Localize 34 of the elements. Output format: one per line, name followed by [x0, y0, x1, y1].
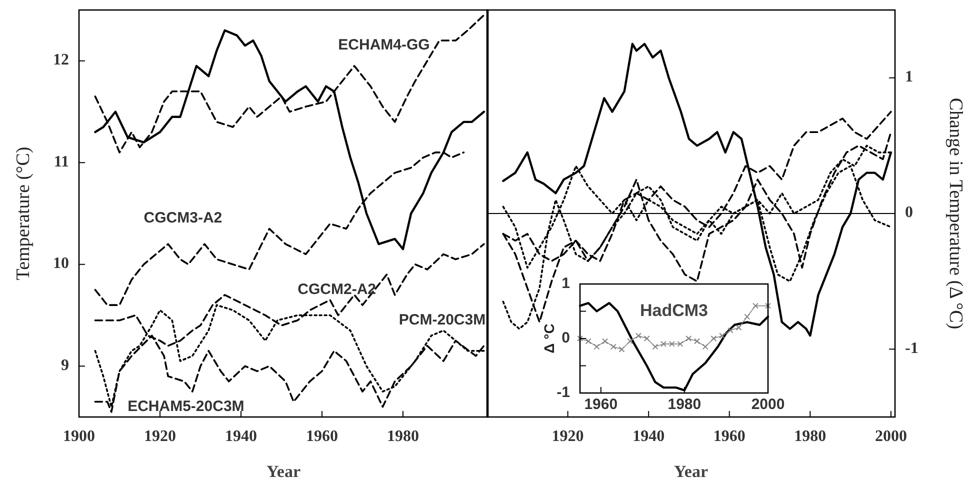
x-tick-label: 1960: [306, 428, 338, 445]
x-tick-label: 1960: [713, 428, 746, 445]
y2-tick-label: -1: [905, 340, 918, 357]
y-tick-label: 9: [61, 356, 69, 374]
series-label: ECHAM5-20C3M: [128, 398, 244, 415]
x-tick-label: 1900: [63, 428, 95, 445]
text: HadCM3: [640, 301, 708, 320]
y-axis-title: Temperature (°C): [13, 146, 34, 280]
x-tick-label: 2000: [874, 428, 907, 445]
series-label: ECHAM4-GG: [338, 36, 430, 54]
x-tick-label: 1980: [386, 428, 419, 445]
y-tick-label: 1: [562, 274, 570, 292]
y-axis-title: Δ °C: [541, 324, 557, 354]
y-tick-label: 10: [53, 255, 69, 272]
x-tick-label: 1960: [584, 396, 618, 413]
series-label: CGCM3-A2: [144, 210, 222, 227]
series-label: CGCM2-A2: [298, 280, 376, 298]
y-tick-label: -1: [556, 384, 570, 401]
x-tick-label: 1940: [632, 428, 665, 445]
y-tick-label: 12: [53, 52, 69, 69]
y-tick-label: 0: [562, 329, 570, 346]
y2-tick-label: 0: [905, 204, 913, 222]
y2-tick-label: 1: [905, 68, 913, 86]
x-tick-label: 1920: [552, 428, 584, 445]
x-tick-label: 2000: [751, 396, 785, 413]
series-label: PCM-20C3M: [398, 311, 486, 328]
y2-axis-title: Change in Temperature (Δ °C): [945, 98, 966, 330]
x-tick-label: 1940: [224, 428, 257, 445]
x-tick-label: 1920: [144, 428, 176, 445]
y-tick-label: 11: [54, 153, 69, 170]
x-axis-title: Year: [674, 462, 708, 481]
x-tick-label: 1980: [668, 396, 702, 413]
x-tick-label: 1980: [794, 428, 826, 445]
x-axis-title: Year: [266, 462, 301, 481]
